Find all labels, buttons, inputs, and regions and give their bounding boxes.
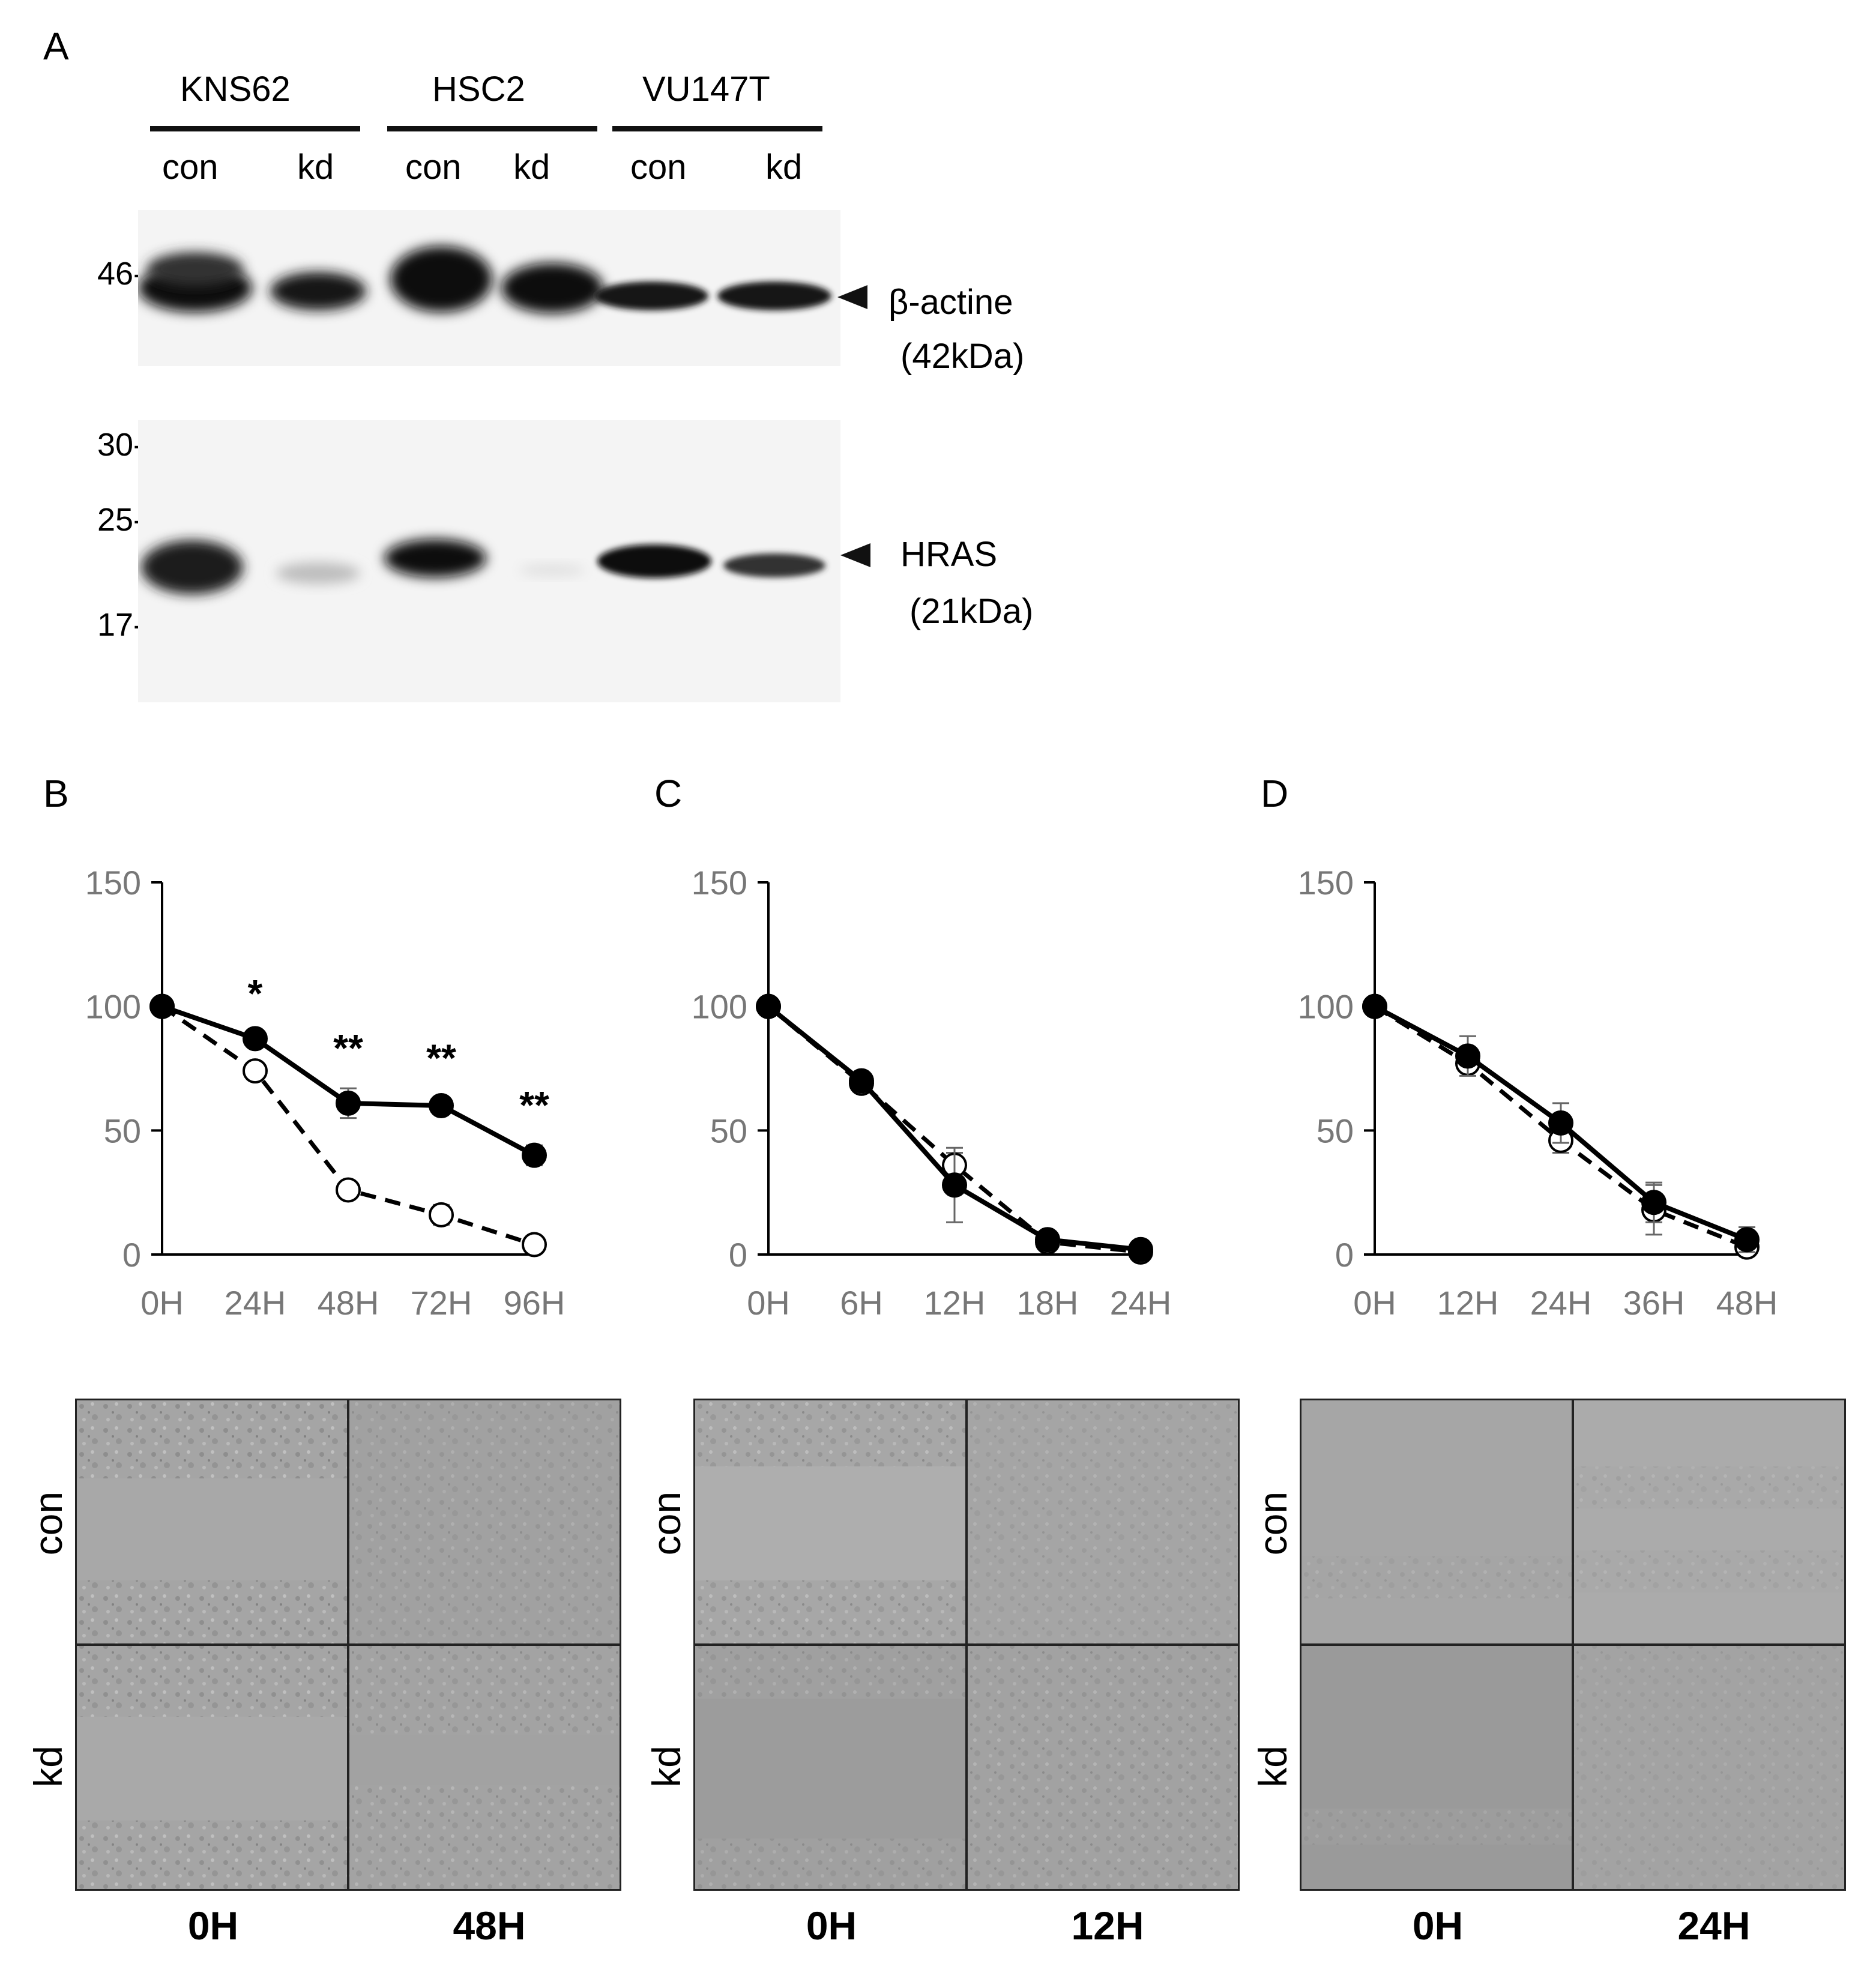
chart-c: 150 100 50 00H 6H 12H 18H 24H <box>692 864 1172 1322</box>
panel-letter-a: A <box>43 25 69 68</box>
cell-line-label-kns62: KNS62 <box>180 70 291 109</box>
mw-marker-17: 17- <box>97 607 144 643</box>
significance-mark: ** <box>333 1026 363 1070</box>
time-label-d-1: 24H <box>1677 1903 1751 1948</box>
row-label-kd-d: kd <box>1250 1746 1295 1788</box>
x-tick-label: 0H <box>747 1284 790 1322</box>
y-tick-label: 50 <box>710 1112 747 1149</box>
x-tick-label: 0H <box>1353 1284 1396 1322</box>
x-tick-label: 48H <box>318 1284 379 1322</box>
significance-mark: ** <box>519 1083 549 1127</box>
mw-marker-30: 30- <box>97 427 144 463</box>
data-point-open <box>336 1177 361 1203</box>
data-point-open <box>522 1232 547 1258</box>
lane-label-2: kd <box>297 148 334 187</box>
lane-label-5: con <box>630 148 687 187</box>
arrowhead-hras-icon <box>840 543 870 567</box>
x-tick-label: 18H <box>1017 1284 1079 1322</box>
actin-bands <box>138 246 831 313</box>
data-point-open <box>429 1202 454 1227</box>
time-label-c-0: 0H <box>806 1903 857 1948</box>
band-kda-actin: (42kDa) <box>900 337 1025 376</box>
micrograph-grid-c <box>693 1399 1240 1891</box>
band-kda-hras: (21kDa) <box>909 592 1034 631</box>
lane-label-1: con <box>162 148 219 187</box>
arrowhead-actin-icon <box>837 285 867 309</box>
row-label-kd-c: kd <box>644 1746 689 1788</box>
data-point-filled <box>1734 1227 1760 1253</box>
y-tick-label: 50 <box>104 1112 141 1149</box>
row-label-kd-b: kd <box>26 1746 70 1788</box>
time-label-d-0: 0H <box>1412 1903 1464 1948</box>
data-point-filled <box>336 1090 361 1116</box>
x-tick-label: 0H <box>140 1284 184 1322</box>
y-tick-label: 100 <box>692 988 747 1026</box>
cell-line-label-vu147t: VU147T <box>642 70 770 109</box>
y-tick-label: 100 <box>85 988 141 1026</box>
time-label-c-1: 12H <box>1071 1903 1144 1948</box>
y-tick-label: 50 <box>1317 1112 1354 1149</box>
x-tick-label: 36H <box>1623 1284 1685 1322</box>
cell-line-bar-hsc2 <box>387 126 597 131</box>
y-tick-label: 100 <box>1298 988 1354 1026</box>
x-tick-label: 24H <box>225 1284 286 1322</box>
mw-marker-46: 46- <box>97 256 144 292</box>
chart-d: 150 100 50 0 0H 12H 24H 36H 48H <box>1298 864 1778 1322</box>
data-point-filled <box>849 1068 874 1094</box>
time-label-b-1: 48H <box>453 1903 526 1948</box>
y-tick-label: 150 <box>85 864 141 902</box>
y-tick-label: 0 <box>122 1236 141 1274</box>
y-tick-label: 0 <box>729 1236 747 1274</box>
data-point-filled <box>149 993 175 1019</box>
significance-mark: * <box>248 972 263 1015</box>
mw-marker-25: 25- <box>97 502 144 538</box>
data-point-filled <box>1035 1227 1060 1253</box>
significance-mark: ** <box>426 1037 456 1080</box>
cell-line-label-hsc2: HSC2 <box>432 70 525 109</box>
x-tick-label: 24H <box>1530 1284 1592 1322</box>
x-tick-label: 12H <box>1437 1284 1499 1322</box>
data-point-filled <box>1362 993 1387 1019</box>
data-point-filled <box>429 1093 454 1118</box>
panel-letter-c: C <box>654 772 683 815</box>
cell-line-bar-vu147t <box>612 126 822 131</box>
data-point-filled <box>756 993 781 1019</box>
data-point-filled <box>1128 1237 1153 1262</box>
band-label-hras: HRAS <box>900 535 998 574</box>
row-label-con-b: con <box>26 1491 70 1556</box>
y-tick-label: 150 <box>1298 864 1354 902</box>
y-tick-label: 0 <box>1335 1236 1354 1274</box>
data-point-filled <box>942 1172 967 1198</box>
hras-bands <box>141 539 825 594</box>
lane-label-3: con <box>405 148 462 187</box>
y-tick-label: 150 <box>692 864 747 902</box>
data-point-filled <box>522 1142 547 1168</box>
x-tick-label: 72H <box>411 1284 472 1322</box>
western-blot-image <box>138 210 840 702</box>
band-label-actin: β-actine <box>888 283 1013 322</box>
cell-line-bar-kns62 <box>150 126 360 131</box>
data-point-filled <box>243 1026 268 1052</box>
data-point-filled <box>1641 1190 1666 1215</box>
row-label-con-d: con <box>1250 1491 1295 1556</box>
x-tick-label: 6H <box>840 1284 883 1322</box>
lane-label-4: kd <box>513 148 550 187</box>
micrograph-grid-d <box>1300 1399 1846 1891</box>
row-label-con-c: con <box>644 1491 689 1556</box>
x-tick-label: 96H <box>504 1284 566 1322</box>
micrograph-grid-b <box>75 1399 621 1891</box>
time-label-b-0: 0H <box>187 1903 239 1948</box>
data-point-filled <box>1548 1110 1573 1136</box>
panel-letter-d: D <box>1261 772 1289 815</box>
data-point-filled <box>1455 1043 1480 1069</box>
x-tick-label: 48H <box>1716 1284 1778 1322</box>
x-tick-label: 12H <box>924 1284 986 1322</box>
panel-letter-b: B <box>43 772 69 815</box>
data-point-open <box>243 1058 268 1084</box>
x-tick-label: 24H <box>1110 1284 1172 1322</box>
lane-label-6: kd <box>765 148 803 187</box>
